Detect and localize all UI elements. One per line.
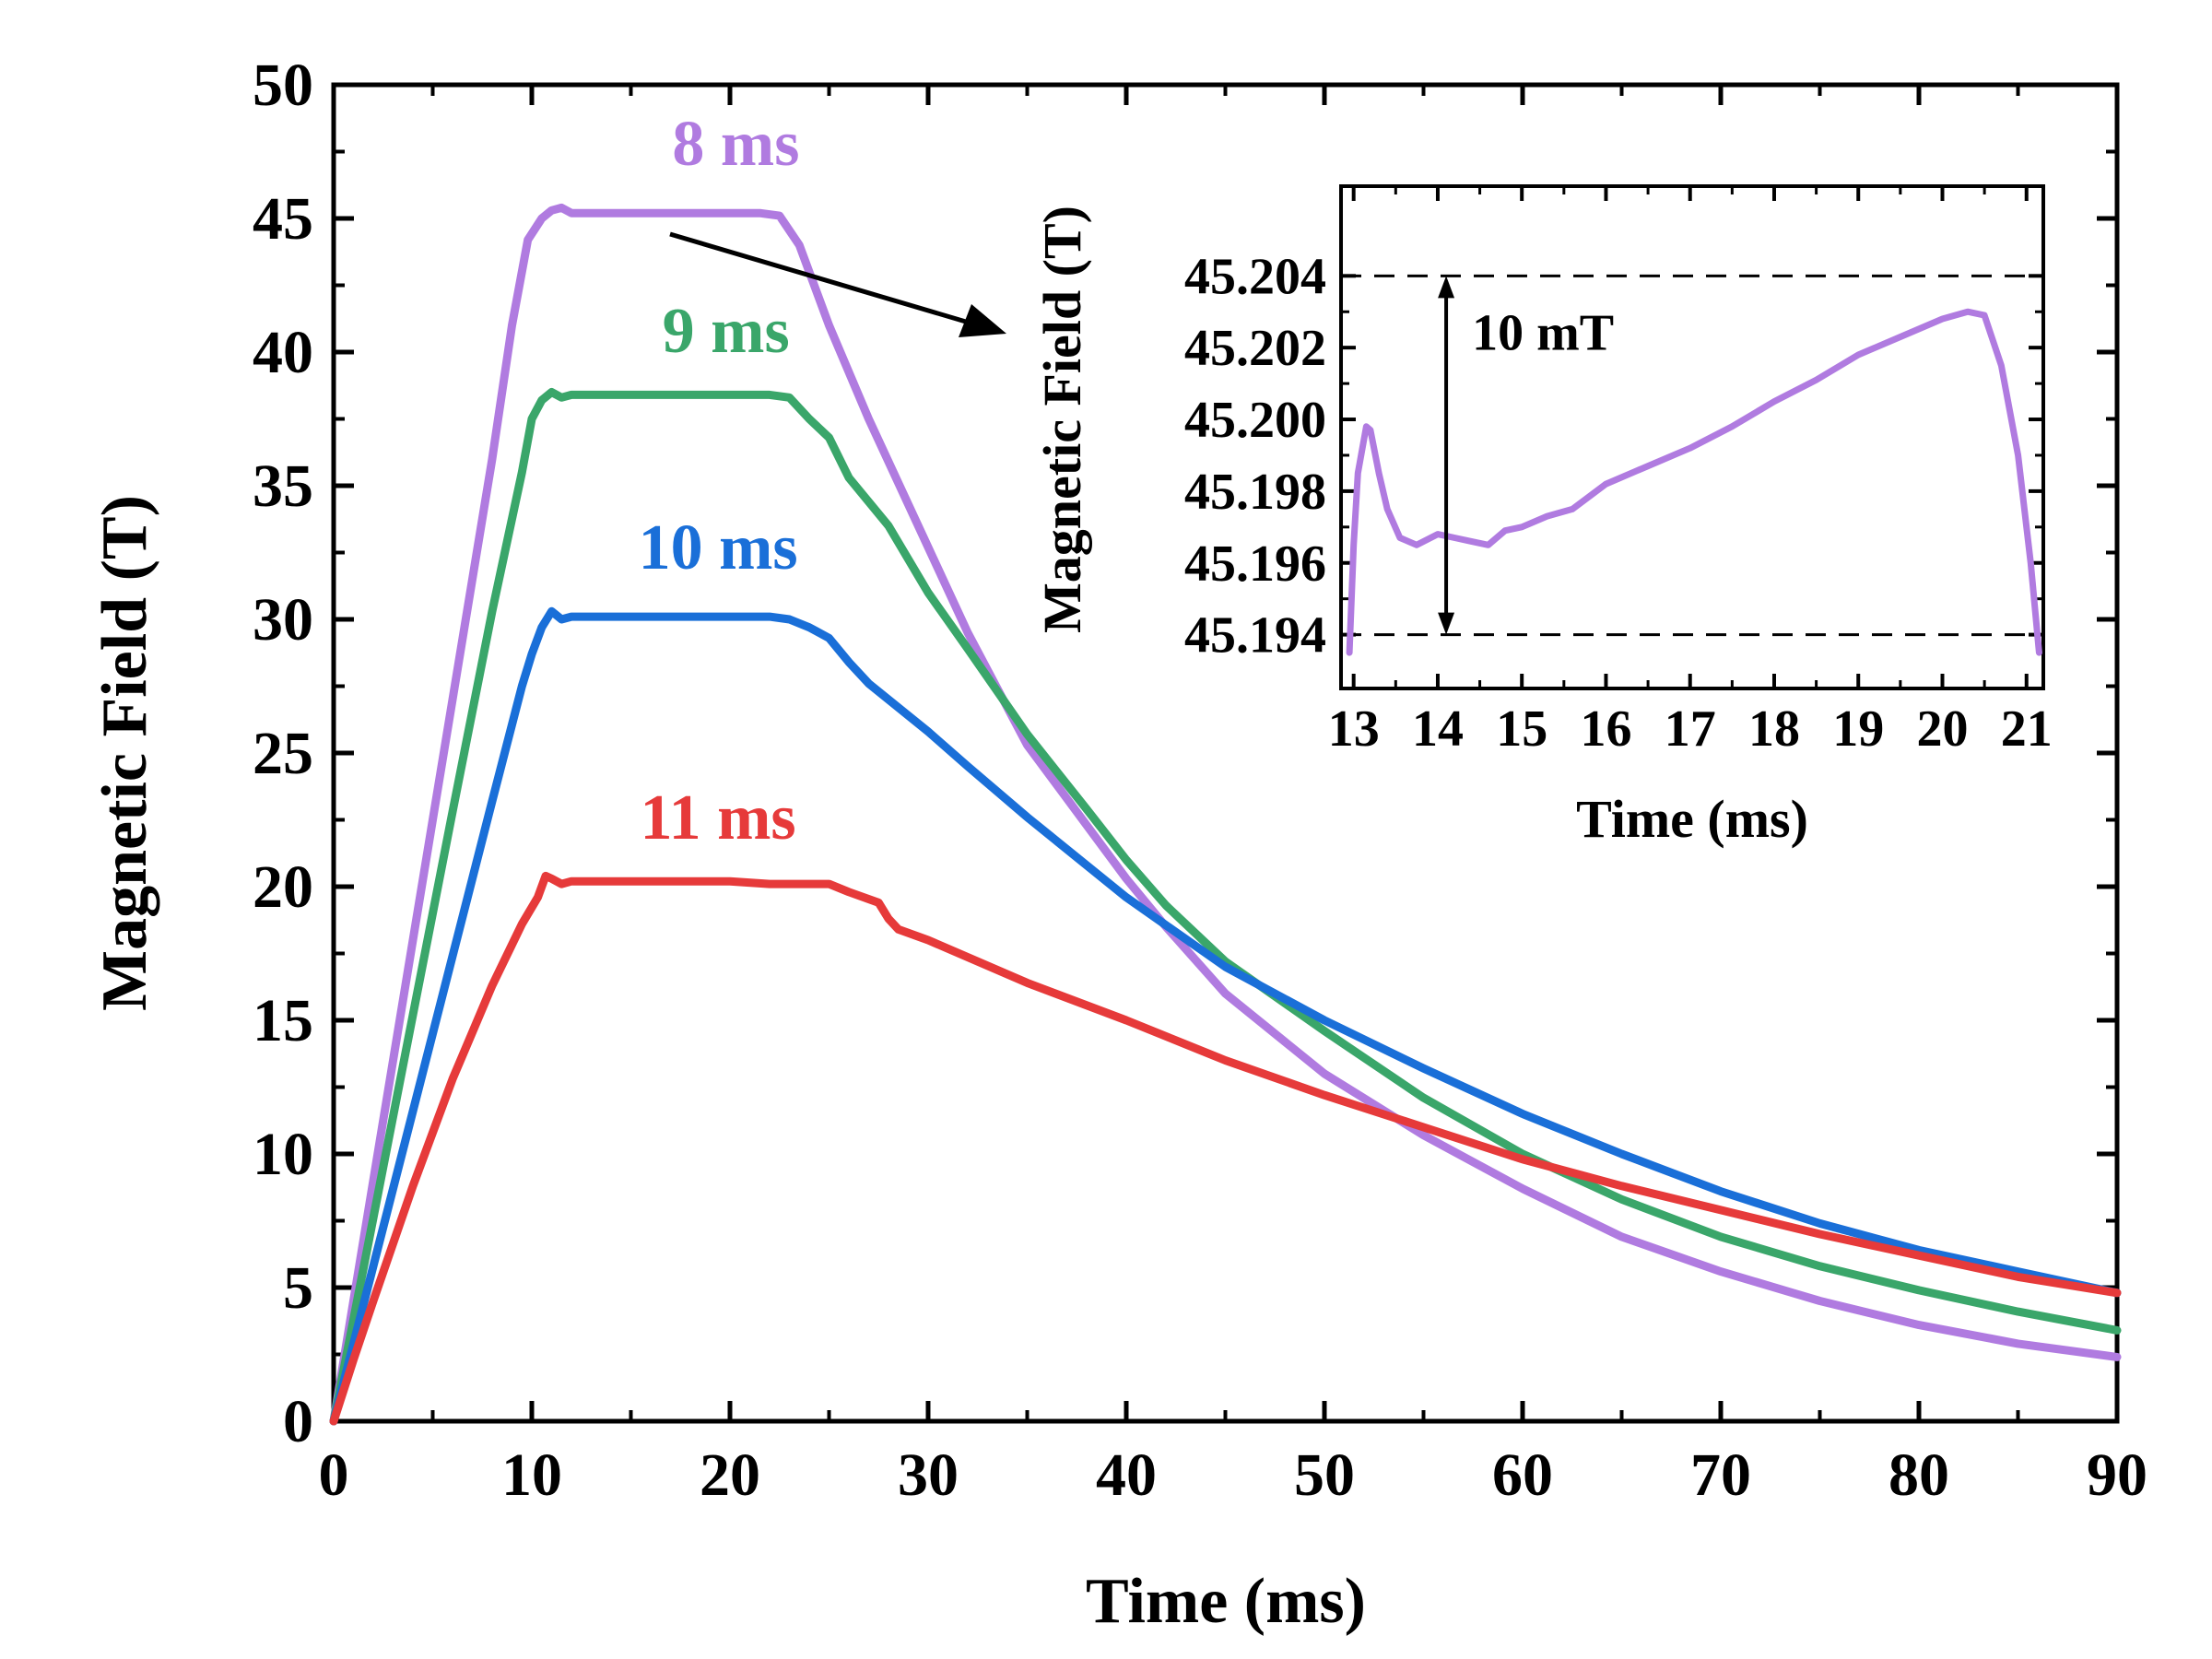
main-y-tick-label: 40	[253, 319, 313, 386]
inset-x-tick-label: 13	[1328, 700, 1380, 758]
inset-x-axis: 13 14 15 16 17 18 19 20 21	[1328, 186, 2053, 758]
main-x-tick-label: 10	[501, 1441, 562, 1509]
inset-x-tick-label: 15	[1496, 700, 1547, 758]
span-arrow-head-top	[1438, 276, 1454, 298]
inset-x-tick-label: 14	[1412, 700, 1464, 758]
span-arrow-head-bottom	[1438, 613, 1454, 635]
inset-y-tick-label: 45.198	[1184, 464, 1326, 521]
callout-arrow-head	[959, 304, 1006, 337]
inset-series-group	[1349, 312, 2039, 653]
main-y-tick-label: 20	[253, 853, 313, 921]
inset-series-line	[1349, 312, 2039, 653]
main-y-tick-label: 0	[283, 1388, 313, 1455]
inset-y-tick-label: 45.204	[1184, 248, 1326, 305]
inset-x-axis-title: Time (ms)	[1576, 789, 1808, 849]
main-y-tick-label: 25	[253, 720, 313, 787]
series-label-10-ms: 10 ms	[639, 512, 798, 583]
inset-y-tick-label: 45.194	[1184, 607, 1326, 665]
main-y-tick-label: 5	[283, 1254, 313, 1322]
main-x-tick-label: 40	[1096, 1441, 1157, 1509]
span-annotation-label: 10 mT	[1472, 304, 1614, 361]
series-label-11-ms: 11 ms	[640, 782, 795, 853]
main-plot: 0 10 20 30 40 50 60 70 80 90 0 5 10 15 20 25 30 35 40 45 50…	[89, 52, 2147, 1637]
inset-x-tick-label: 17	[1665, 700, 1716, 758]
main-x-tick-label: 80	[1888, 1441, 1949, 1509]
main-x-tick-label: 30	[898, 1441, 959, 1509]
main-series-labels: 8 ms 9 ms 10 ms 11 ms	[639, 109, 800, 853]
main-y-tick-label: 30	[253, 586, 313, 653]
inset-y-tick-label: 45.202	[1184, 320, 1326, 377]
main-y-tick-label: 15	[253, 987, 313, 1054]
main-x-tick-label: 0	[319, 1441, 349, 1509]
main-y-tick-label: 10	[253, 1121, 313, 1188]
inset-y-tick-label: 45.200	[1184, 392, 1326, 449]
inset-y-tick-label: 45.196	[1184, 535, 1326, 593]
main-y-tick-label: 50	[253, 52, 313, 119]
inset-x-tick-label: 19	[1832, 700, 1884, 758]
inset-y-axis-title: Magnetic Field (T)	[1032, 206, 1092, 633]
inset-plot: 13 14 15 16 17 18 19 20 21 45.194 45.196 45.198 45.…	[1032, 186, 2053, 849]
magnetic-field-chart: 0 10 20 30 40 50 60 70 80 90 0 5 10 15 20 25 30 35 40 45 50…	[0, 0, 2212, 1659]
main-y-axis-title: Magnetic Field (T)	[89, 495, 160, 1011]
inset-x-tick-label: 16	[1580, 700, 1631, 758]
inset-span-annotation: 10 mT	[1438, 276, 1614, 634]
main-y-tick-label: 35	[253, 453, 313, 520]
main-x-tick-label: 20	[700, 1441, 760, 1509]
main-series-group	[334, 207, 2117, 1421]
main-x-tick-label: 60	[1492, 1441, 1553, 1509]
inset-x-tick-label: 18	[1748, 700, 1800, 758]
main-x-tick-label: 70	[1690, 1441, 1751, 1509]
main-y-tick-label: 45	[253, 185, 313, 253]
series-label-8-ms: 8 ms	[672, 109, 799, 180]
series-label-9-ms: 9 ms	[663, 296, 790, 367]
main-x-tick-label: 50	[1294, 1441, 1355, 1509]
main-x-tick-label: 90	[2087, 1441, 2147, 1509]
inset-x-tick-label: 21	[2001, 700, 2053, 758]
main-x-axis-title: Time (ms)	[1086, 1566, 1366, 1637]
inset-x-tick-label: 20	[1916, 700, 1968, 758]
